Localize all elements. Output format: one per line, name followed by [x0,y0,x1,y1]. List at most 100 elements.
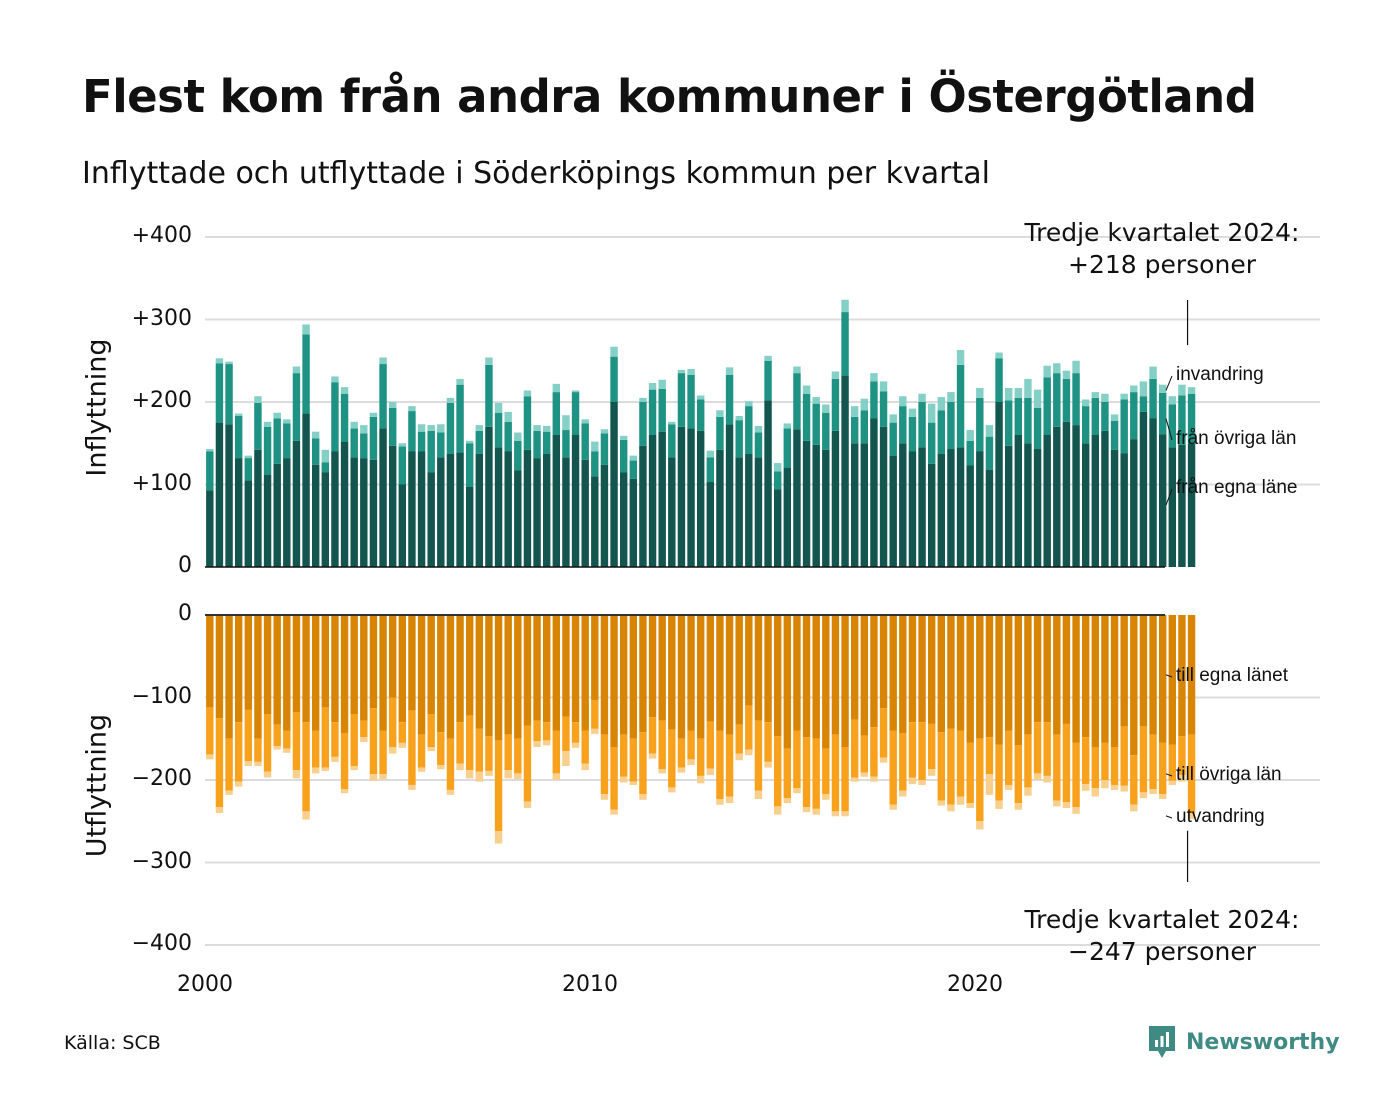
bar-segment [668,729,676,788]
bar-segment [542,740,551,746]
bar-segment [1081,784,1090,791]
bar-segment [841,747,849,812]
bar-segment [976,821,984,830]
bar-segment [485,615,493,737]
bar-segment [263,421,272,427]
y-tick-label: +300 [131,305,192,331]
bar-segment [437,732,445,766]
bar-segment [331,451,339,567]
bar-segment [562,751,570,766]
bar-segment [706,482,715,567]
bar-segment [1158,615,1167,743]
bar-segment [456,763,464,771]
bar-segment [1072,373,1080,426]
bar-segment [273,746,281,750]
bar-segment [985,774,994,795]
bar-segment [956,447,965,568]
bar-segment [600,464,609,567]
bar-segment [870,381,878,419]
bar-segment [899,615,907,733]
bar-segment [600,794,609,800]
bar-segment [552,773,561,780]
bar-segment [225,361,233,365]
bar-segment [1139,396,1148,412]
bar-segment [677,373,686,427]
bar-segment [1168,396,1177,405]
bar-segment [1101,780,1109,789]
bar-segment [321,472,330,568]
bar-segment [571,722,580,743]
bar-segment [822,615,830,749]
bar-segment [562,415,570,431]
bar-segment [745,705,753,750]
bar-segment [1033,407,1042,450]
bar-segment [302,615,310,723]
bar-segment [1024,397,1032,444]
bar-segment [417,615,426,735]
series-leader-line [1165,375,1173,391]
bar-segment [292,373,301,441]
bar-segment [562,615,570,717]
bar-segment [331,615,339,723]
bar-segment [860,398,869,411]
bar-segment [1101,393,1109,402]
bar-segment [937,732,946,801]
bar-segment [677,767,686,773]
bar-segment [263,474,272,567]
bar-segment [1130,385,1138,393]
bar-segment [533,458,541,567]
bar-segment [379,357,387,365]
bar-segment [514,773,522,780]
y-tick-label: −400 [131,931,192,956]
bar-segment [677,615,686,739]
bar-segment [764,761,772,768]
bar-segment [340,441,349,567]
bar-segment [1062,802,1071,809]
bar-segment [754,615,763,721]
annotation-line-2: +218 personer [1068,250,1256,279]
bar-segment [1187,393,1196,444]
bar-segment [1043,365,1051,378]
series-label: från egna läne [1176,477,1298,498]
bar-segment [321,707,330,768]
bar-segment [841,811,849,817]
bar-segment [976,451,984,567]
source-note: Källa: SCB [64,1032,161,1054]
bar-segment [1101,742,1109,781]
bar-segment [1053,800,1061,807]
bar-segment [1072,425,1080,567]
bar-segment [446,615,455,739]
bar-segment [465,615,474,716]
bar-segment [398,742,407,748]
bar-segment [1168,447,1177,568]
bar-segment [446,453,455,567]
bar-segment [1081,399,1090,407]
bar-segment [408,411,416,452]
bar-segment [408,710,416,785]
bar-segment [860,735,869,773]
bar-segment [860,615,869,736]
bar-segment [408,406,416,412]
bar-segment [427,615,435,714]
bar-segment [966,430,974,441]
bar-segment [822,412,830,450]
bar-segment [1043,722,1051,776]
bar-segment [369,412,378,417]
bar-segment [870,776,878,782]
y-tick-label: +100 [131,470,192,496]
bar-segment [908,451,917,567]
bar-segment [398,446,407,485]
bar-segment [976,615,984,739]
bar-segment [215,615,224,719]
bar-segment [494,615,503,741]
bar-segment [350,457,358,567]
bar-segment [966,440,974,466]
logo-text: Newsworthy [1186,1029,1340,1055]
bar-segment [1043,775,1051,783]
bar-segment [908,416,917,452]
bar-segment [437,424,445,433]
bar-segment [465,770,474,779]
bar-segment [456,615,464,723]
bar-segment [475,771,484,782]
bar-segment [802,385,811,394]
